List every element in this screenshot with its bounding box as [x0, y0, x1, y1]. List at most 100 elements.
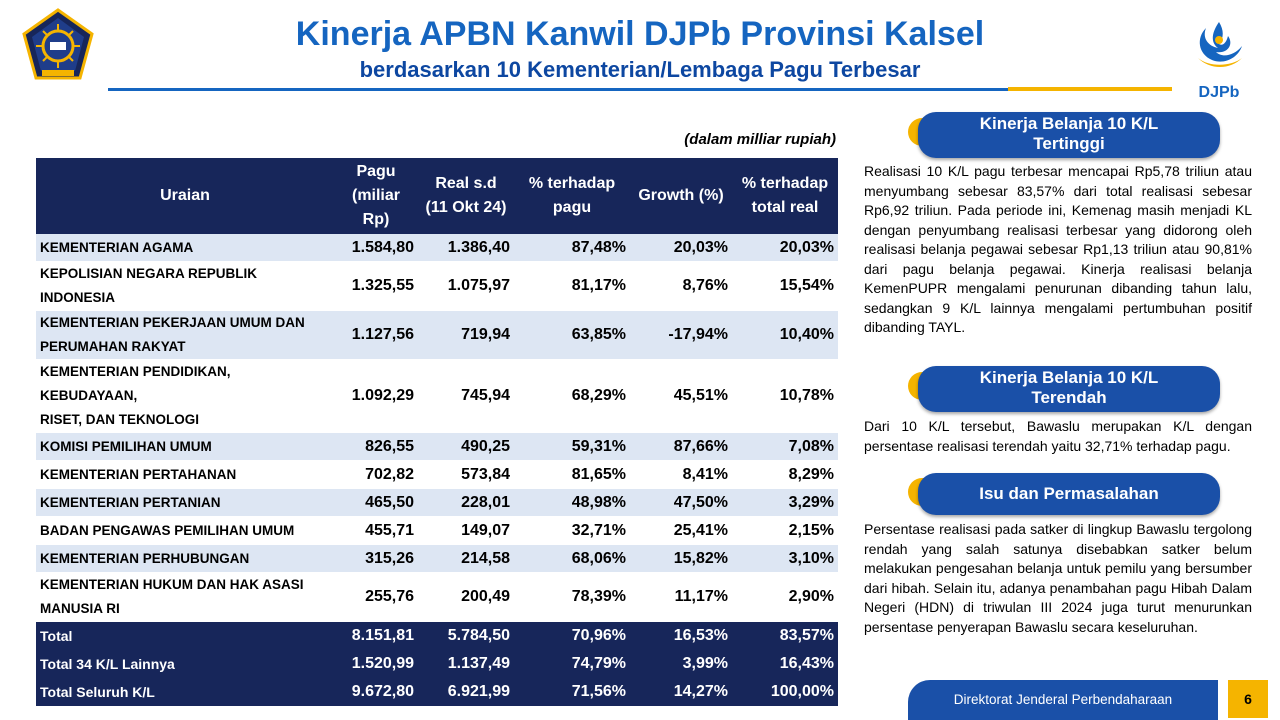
cell-real: 745,94	[418, 359, 514, 433]
title-underline-accent	[1008, 87, 1172, 91]
issues-section-title: Isu dan Permasalahan	[918, 473, 1220, 515]
cell-real: 228,01	[418, 488, 514, 517]
cell-real: 5.784,50	[418, 621, 514, 650]
djpb-logo-text: DJPb	[1198, 84, 1240, 101]
cell-pagu: 255,76	[334, 572, 418, 622]
table-row: KEPOLISIAN NEGARA REPUBLIK INDONESIA 1.32…	[36, 261, 838, 311]
header-pct-total: % terhadap total real	[732, 158, 838, 234]
table-row: KEMENTERIAN PEKERJAAN UMUM DAN PERUMAHAN …	[36, 310, 838, 360]
cell-real: 1.386,40	[418, 234, 514, 262]
cell-pct-total: 10,40%	[732, 310, 838, 360]
highest-section-title: Kinerja Belanja 10 K/L Tertinggi	[918, 112, 1220, 158]
title-underline	[108, 88, 1008, 91]
table-row: KEMENTERIAN AGAMA 1.584,80 1.386,40 87,48% 2…	[36, 234, 838, 262]
cell-pagu: 1.325,55	[334, 261, 418, 311]
cell-pct-total: 8,29%	[732, 460, 838, 489]
header-uraian-line: Uraian	[160, 187, 210, 204]
kl-name-line: KEMENTERIAN PERTANIAN	[40, 494, 221, 510]
cell-pagu: 1.584,80	[334, 234, 418, 262]
cell-pct-pagu: 70,96%	[514, 621, 630, 650]
cell-real: 6.921,99	[418, 677, 514, 706]
cell-pct-total: 83,57%	[732, 621, 838, 650]
cell-real: 573,84	[418, 460, 514, 489]
kl-performance-table: Uraian Pagu (miliar Rp) Real s.d (11 Okt 24)…	[36, 158, 838, 706]
cell-real: 149,07	[418, 516, 514, 545]
cell-growth: 15,82%	[630, 544, 732, 573]
kl-name: Total 34 K/L Lainnya	[36, 649, 334, 678]
cell-pct-pagu: 68,29%	[514, 359, 630, 433]
cell-pagu: 455,71	[334, 516, 418, 545]
lowest-section-title: Kinerja Belanja 10 K/L Terendah	[918, 366, 1220, 412]
kl-name-line: PERUMAHAN RAKYAT	[40, 339, 186, 354]
cell-real: 200,49	[418, 572, 514, 622]
cell-growth: 14,27%	[630, 677, 732, 706]
lowest-section-text: Dari 10 K/L tersebut, Bawaslu merupakan …	[864, 418, 1252, 454]
kl-name: KEMENTERIAN AGAMA	[36, 234, 334, 262]
table-row: KEMENTERIAN HUKUM DAN HAK ASASI MANUSIA R…	[36, 572, 838, 622]
cell-pct-pagu: 71,56%	[514, 677, 630, 706]
kl-name: KEMENTERIAN HUKUM DAN HAK ASASI MANUSIA R…	[36, 572, 334, 622]
table-row: KEMENTERIAN PERTANIAN 465,50 228,01 48,98% 4…	[36, 488, 838, 517]
djpb-logo: DJPb	[1188, 18, 1250, 101]
kl-name-line: KEMENTERIAN HUKUM DAN HAK ASASI	[40, 577, 304, 592]
cell-pagu: 1.092,29	[334, 359, 418, 433]
cell-pct-total: 20,03%	[732, 234, 838, 262]
header-uraian: Uraian	[36, 158, 334, 234]
cell-real: 1.137,49	[418, 649, 514, 678]
cell-pct-pagu: 63,85%	[514, 310, 630, 360]
kl-name-line: KEMENTERIAN AGAMA	[40, 239, 194, 255]
cell-pct-total: 15,54%	[732, 261, 838, 311]
cell-pct-total: 3,10%	[732, 544, 838, 573]
cell-growth: 3,99%	[630, 649, 732, 678]
kemenkeu-logo	[20, 8, 96, 84]
kl-name: KEMENTERIAN PEKERJAAN UMUM DAN PERUMAHAN …	[36, 310, 334, 360]
cell-pct-pagu: 48,98%	[514, 488, 630, 517]
cell-growth: 8,76%	[630, 261, 732, 311]
kl-name-line: KEMENTERIAN PERTAHANAN	[40, 466, 237, 482]
footer-org: Direktorat Jenderal Perbendaharaan	[908, 680, 1218, 720]
header-pagu-line: Pagu	[356, 163, 396, 180]
cell-growth: 8,41%	[630, 460, 732, 489]
cell-real: 1.075,97	[418, 261, 514, 311]
kl-name: KEMENTERIAN PENDIDIKAN, KEBUDAYAAN, RISET…	[36, 359, 334, 433]
cell-growth: 16,53%	[630, 621, 732, 650]
header-growth-line: Growth (%)	[638, 187, 724, 204]
cell-pct-total: 2,90%	[732, 572, 838, 622]
cell-pagu: 9.672,80	[334, 677, 418, 706]
total-row: Total 34 K/L Lainnya 1.520,99 1.137,49 74,7…	[36, 649, 838, 678]
page-title: Kinerja APBN Kanwil DJPb Provinsi Kalsel	[295, 15, 985, 53]
total-row: Total 8.151,81 5.784,50 70,96% 16,53% 83,57%	[36, 621, 838, 650]
issues-section-text: Persentase realisasi pada satker di ling…	[864, 521, 1252, 635]
header-pagu: Pagu (miliar Rp)	[334, 158, 418, 234]
kl-name-line: Total Seluruh K/L	[40, 683, 155, 700]
cell-pct-total: 7,08%	[732, 432, 838, 461]
cell-pagu: 1.127,56	[334, 310, 418, 360]
cell-pct-pagu: 74,79%	[514, 649, 630, 678]
header-pct-total-line: % terhadap	[741, 175, 829, 192]
cell-pct-total: 100,00%	[732, 677, 838, 706]
header-real-line: (11 Okt 24)	[425, 199, 507, 216]
highest-section-text: Realisasi 10 K/L pagu terbesar mencapai …	[864, 163, 1252, 335]
cell-growth: 25,41%	[630, 516, 732, 545]
kl-name: KOMISI PEMILIHAN UMUM	[36, 432, 334, 461]
header-growth: Growth (%)	[630, 158, 732, 234]
kl-name: Total	[36, 621, 334, 650]
header-real: Real s.d (11 Okt 24)	[418, 158, 514, 234]
cell-real: 490,25	[418, 432, 514, 461]
table-row: KOMISI PEMILIHAN UMUM 826,55 490,25 59,31% 8…	[36, 432, 838, 461]
cell-pct-total: 2,15%	[732, 516, 838, 545]
cell-pct-total: 16,43%	[732, 649, 838, 678]
header-pct-pagu-line: pagu	[552, 199, 592, 216]
header-pct-pagu: % terhadap pagu	[514, 158, 630, 234]
kl-name-line: KEMENTERIAN PERHUBUNGAN	[40, 550, 250, 566]
cell-growth: 20,03%	[630, 234, 732, 262]
cell-pct-pagu: 32,71%	[514, 516, 630, 545]
kl-name-line: BADAN PENGAWAS PEMILIHAN UMUM	[40, 522, 295, 538]
kl-name-line: Total 34 K/L Lainnya	[40, 655, 175, 672]
highest-title-line1: Kinerja Belanja 10 K/L	[979, 114, 1159, 133]
cell-pagu: 702,82	[334, 460, 418, 489]
kl-name: Total Seluruh K/L	[36, 677, 334, 706]
header-pct-total-line: total real	[751, 199, 819, 216]
table-header-row: Uraian Pagu (miliar Rp) Real s.d (11 Okt 24)…	[36, 158, 838, 234]
header-real-line: Real s.d	[435, 175, 497, 192]
